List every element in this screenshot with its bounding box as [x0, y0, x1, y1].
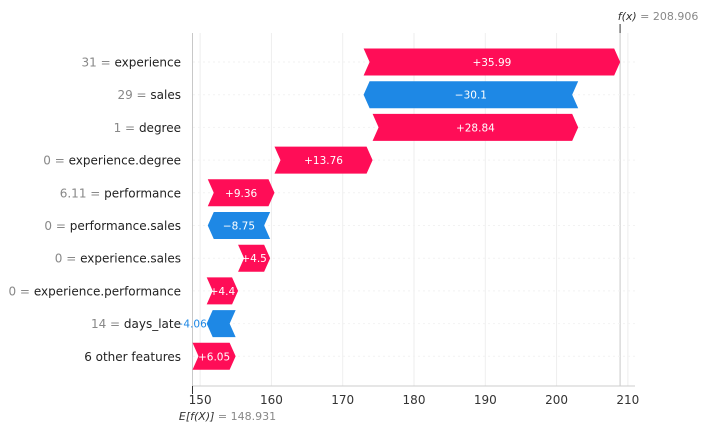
feature-label: 6 other features — [84, 350, 181, 364]
feature-name: 6 other features — [84, 350, 181, 364]
bar-6-other-features — [192, 342, 236, 370]
feature-label: 6.11 = performance — [60, 186, 181, 200]
feature-name: experience.sales — [80, 252, 181, 266]
x-tick-label: 160 — [260, 393, 283, 407]
grid-lines — [192, 33, 635, 387]
bar-value-label: +6.05 — [198, 351, 230, 363]
bar-degree — [372, 113, 579, 141]
x-tick-label: 180 — [403, 393, 426, 407]
bar-value-label: −8.75 — [223, 221, 255, 233]
feature-name: performance — [104, 186, 181, 200]
bar-experience-sales — [238, 244, 271, 272]
feature-name: experience.performance — [34, 284, 181, 298]
feature-value: 6.11 = — [60, 186, 104, 200]
fx-annotation: f(x) = 208.906 — [618, 10, 699, 23]
bar-days-late — [206, 310, 236, 338]
bars: +35.99 −30.1 +28.84 +13.76 +9.36 −8.75 +4.5 +4.… — [175, 48, 621, 370]
bar-value-label: +28.84 — [456, 122, 495, 134]
feature-label: 14 = days_late — [91, 317, 181, 331]
feature-value: 0 = — [44, 219, 69, 233]
feature-value: 14 = — [91, 317, 124, 331]
feature-value: 29 = — [117, 88, 150, 102]
feature-label: 0 = experience.performance — [8, 284, 181, 298]
x-tick-label: 190 — [474, 393, 497, 407]
x-tick-label: 200 — [545, 393, 568, 407]
base-annotation: E[f(X)] = 148.931 — [179, 410, 276, 423]
feature-labels: 31 = experience 29 = sales 1 = degree 0 = e… — [8, 56, 181, 364]
bar-sales — [363, 81, 579, 109]
feature-name: days_late — [124, 317, 181, 331]
bar-value-label: +4.4 — [210, 286, 236, 298]
x-tick-label: 210 — [616, 393, 639, 407]
bar-value-label: +4.5 — [241, 253, 267, 265]
feature-label: 31 = experience — [82, 56, 181, 70]
fx-label: f(x) — [618, 10, 637, 23]
bar-performance — [207, 179, 275, 207]
bar-experience-degree — [274, 146, 373, 174]
x-tick-labels: 150 160 170 180 190 200 210 — [189, 393, 640, 407]
feature-label: 0 = experience.sales — [55, 252, 181, 266]
feature-value: 31 = — [82, 56, 115, 70]
feature-name: experience — [114, 56, 181, 70]
feature-name: sales — [150, 88, 181, 102]
feature-name: experience.degree — [69, 154, 181, 168]
x-tick-label: 150 — [189, 393, 212, 407]
feature-name: performance.sales — [70, 219, 181, 233]
feature-value: 0 = — [43, 154, 68, 168]
feature-value: 0 = — [55, 252, 80, 266]
x-tick-label: 170 — [331, 393, 354, 407]
bar-value-label: +9.36 — [225, 188, 257, 200]
feature-value: 0 = — [8, 284, 33, 298]
bar-value-label: −4.06 — [175, 319, 207, 331]
bar-experience — [363, 48, 621, 76]
feature-label: 1 = degree — [114, 121, 181, 135]
bar-value-label: +35.99 — [472, 57, 511, 69]
feature-label: 0 = performance.sales — [44, 219, 181, 233]
base-value: 148.931 — [231, 410, 277, 423]
feature-name: degree — [139, 121, 181, 135]
bar-value-label: −30.1 — [455, 90, 487, 102]
bar-value-label: +13.76 — [304, 155, 343, 167]
feature-label: 0 = experience.degree — [43, 154, 181, 168]
bar-experience-performance — [206, 277, 239, 305]
bar-performance-sales — [207, 212, 271, 239]
feature-label: 29 = sales — [117, 88, 181, 102]
fx-value: 208.906 — [653, 10, 699, 23]
feature-value: 1 = — [114, 121, 139, 135]
base-label: E[f(X)] — [179, 410, 215, 423]
